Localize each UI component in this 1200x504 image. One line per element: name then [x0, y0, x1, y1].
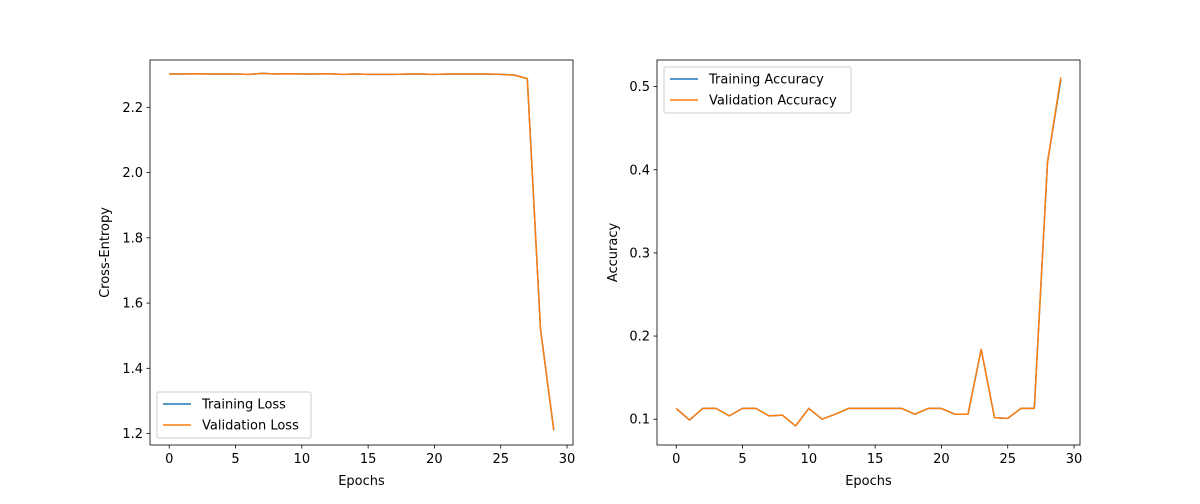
- series-line-validation-accuracy: [675, 77, 1062, 427]
- subplot-2: 0 5 10 15 20 25 30 0.1 0.2 0.3 0.4 0.5 Epochs Accurac…: [606, 59, 1083, 489]
- legend-box: [156, 391, 312, 439]
- legend-label: Validation Loss: [202, 419, 299, 434]
- y-tick-label: 0.3: [629, 246, 650, 261]
- y-tick-label: 1.6: [122, 297, 143, 312]
- series-line-training-loss: [169, 72, 555, 431]
- axes-frame: [149, 59, 574, 446]
- x-tick-label: 10: [801, 452, 818, 467]
- x-tick-label: 25: [492, 452, 509, 467]
- legend-box: [663, 66, 852, 114]
- y-axis-label: Accuracy: [606, 223, 621, 283]
- y-tick-label: 0.1: [629, 413, 650, 428]
- x-tick-label: 20: [426, 452, 443, 467]
- y-axis-label: Cross-Entropy: [98, 207, 113, 298]
- y-tick-label: 1.2: [122, 427, 143, 442]
- y-tick-label: 0.5: [629, 80, 650, 95]
- y-tick-label: 2.2: [122, 101, 143, 116]
- series-line-training-accuracy: [675, 79, 1062, 427]
- subplot-1: 0 5 10 15 20 25 30 1.2 1.4 1.6 1.8 2.0 2.2 Epochs Cros…: [98, 59, 576, 489]
- legend: Training Accuracy Validation Accuracy: [663, 66, 852, 114]
- y-tick-label: 0.2: [629, 330, 650, 345]
- x-tick-label: 30: [559, 452, 576, 467]
- legend-label: Training Accuracy: [708, 73, 824, 88]
- x-tick-label: 0: [165, 452, 173, 467]
- x-tick-label: 5: [738, 452, 746, 467]
- x-tick-label: 15: [360, 452, 377, 467]
- x-tick-label: 5: [231, 452, 239, 467]
- x-tick-label: 0: [672, 452, 680, 467]
- y-tick-label: 1.4: [122, 362, 143, 377]
- x-axis-label: Epochs: [338, 474, 385, 489]
- x-tick-label: 25: [999, 452, 1016, 467]
- x-tick-label: 10: [294, 452, 311, 467]
- legend-label: Validation Accuracy: [709, 94, 837, 109]
- y-tick-label: 1.8: [122, 231, 143, 246]
- legend-label: Training Loss: [201, 398, 286, 413]
- x-axis-label: Epochs: [845, 474, 892, 489]
- x-tick-label: 15: [867, 452, 884, 467]
- x-tick-label: 20: [933, 452, 950, 467]
- axes-frame: [656, 59, 1081, 446]
- y-tick-label: 2.0: [122, 166, 143, 181]
- series-line-validation-loss: [169, 72, 555, 431]
- legend: Training Loss Validation Loss: [156, 391, 312, 439]
- x-tick-label: 30: [1066, 452, 1083, 467]
- y-tick-label: 0.4: [629, 163, 650, 178]
